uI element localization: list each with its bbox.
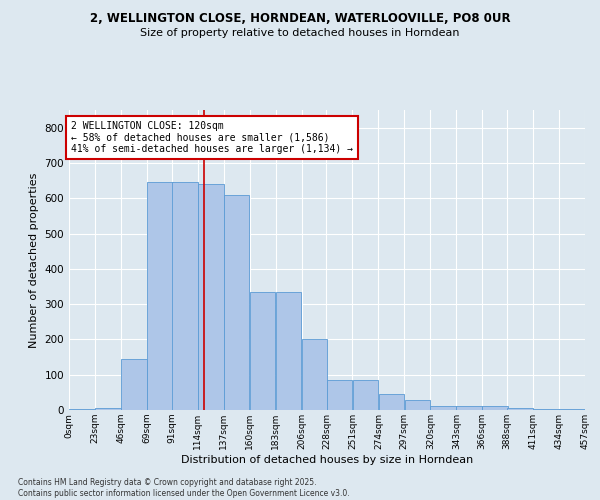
X-axis label: Distribution of detached houses by size in Horndean: Distribution of detached houses by size …: [181, 454, 473, 464]
Text: 2, WELLINGTON CLOSE, HORNDEAN, WATERLOOVILLE, PO8 0UR: 2, WELLINGTON CLOSE, HORNDEAN, WATERLOOV…: [89, 12, 511, 26]
Bar: [250, 292, 275, 410]
Bar: [404, 400, 430, 410]
Y-axis label: Number of detached properties: Number of detached properties: [29, 172, 39, 348]
Bar: [147, 182, 173, 410]
Text: 2 WELLINGTON CLOSE: 120sqm
← 58% of detached houses are smaller (1,586)
41% of s: 2 WELLINGTON CLOSE: 120sqm ← 58% of deta…: [71, 120, 353, 154]
Bar: [198, 184, 224, 410]
Bar: [302, 340, 328, 410]
Text: Size of property relative to detached houses in Horndean: Size of property relative to detached ho…: [140, 28, 460, 38]
Bar: [172, 182, 197, 410]
Bar: [276, 292, 301, 410]
Bar: [585, 409, 600, 410]
Bar: [121, 359, 147, 410]
Bar: [326, 380, 352, 410]
Text: Contains HM Land Registry data © Crown copyright and database right 2025.
Contai: Contains HM Land Registry data © Crown c…: [18, 478, 350, 498]
Bar: [379, 394, 404, 410]
Bar: [457, 406, 482, 410]
Bar: [507, 408, 533, 410]
Bar: [353, 380, 378, 410]
Bar: [95, 408, 121, 410]
Bar: [430, 406, 456, 410]
Bar: [69, 409, 95, 410]
Bar: [224, 194, 250, 410]
Bar: [482, 406, 508, 410]
